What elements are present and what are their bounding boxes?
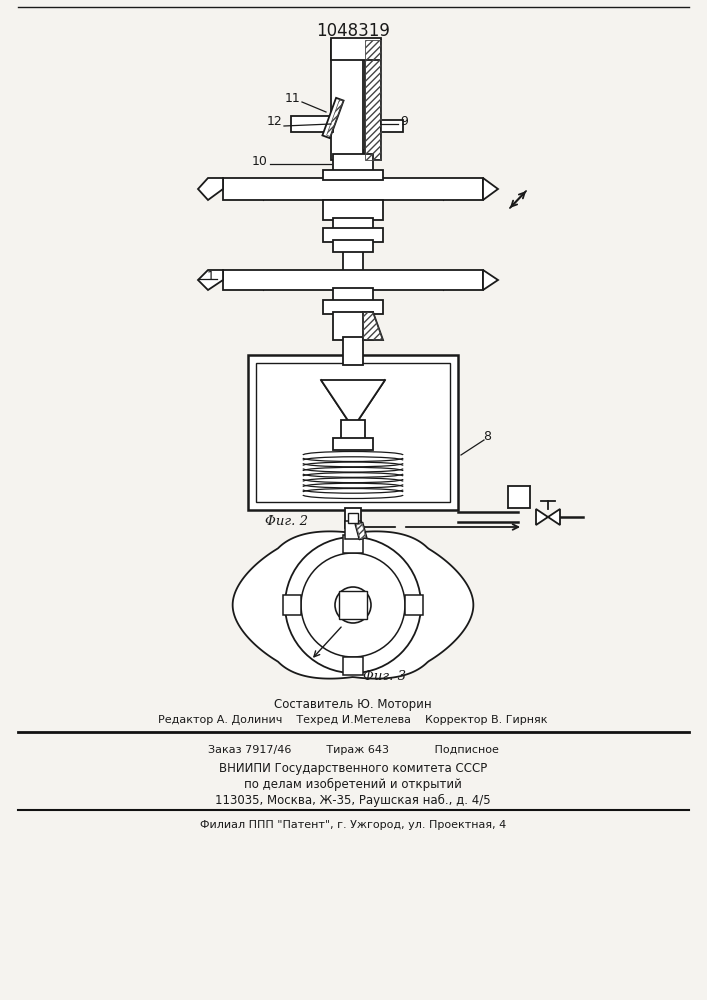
Bar bbox=[291, 116, 333, 132]
Bar bbox=[343, 337, 363, 365]
Text: 1048319: 1048319 bbox=[316, 22, 390, 40]
Polygon shape bbox=[322, 98, 344, 138]
Bar bbox=[345, 521, 361, 539]
Text: Заказ 7917/46          Тираж 643             Подписное: Заказ 7917/46 Тираж 643 Подписное bbox=[208, 745, 498, 755]
Bar bbox=[333, 154, 373, 172]
Bar bbox=[348, 513, 358, 523]
Bar bbox=[343, 150, 363, 320]
Text: 8: 8 bbox=[483, 430, 491, 443]
Text: 10: 10 bbox=[252, 155, 268, 168]
Bar bbox=[333, 288, 373, 302]
Bar bbox=[333, 218, 373, 230]
Bar bbox=[333, 438, 373, 450]
Bar bbox=[343, 535, 363, 553]
Text: ВНИИПИ Государственного комитета СССР: ВНИИПИ Государственного комитета СССР bbox=[219, 762, 487, 775]
Bar bbox=[331, 40, 363, 160]
Bar bbox=[345, 508, 361, 528]
Text: Φиг. 3: Φиг. 3 bbox=[363, 670, 406, 683]
Bar bbox=[323, 170, 383, 180]
Text: 12: 12 bbox=[267, 115, 282, 128]
Bar bbox=[343, 657, 363, 675]
Text: Редактор А. Долинич    Техред И.Метелева    Корректор В. Гирняк: Редактор А. Долинич Техред И.Метелева Ко… bbox=[158, 715, 548, 725]
Bar bbox=[365, 40, 381, 160]
Bar bbox=[256, 363, 450, 502]
Polygon shape bbox=[321, 380, 385, 422]
Polygon shape bbox=[483, 270, 498, 290]
Text: Филиал ППП "Патент", г. Ужгород, ул. Проектная, 4: Филиал ППП "Патент", г. Ужгород, ул. Про… bbox=[200, 820, 506, 830]
Polygon shape bbox=[483, 178, 498, 200]
Bar bbox=[508, 486, 530, 508]
Bar bbox=[223, 178, 483, 200]
Polygon shape bbox=[198, 270, 223, 290]
Polygon shape bbox=[355, 522, 367, 540]
Bar bbox=[405, 595, 423, 615]
Text: Составитель Ю. Моторин: Составитель Ю. Моторин bbox=[274, 698, 432, 711]
Bar bbox=[381, 120, 403, 132]
Circle shape bbox=[335, 587, 371, 623]
Circle shape bbox=[285, 537, 421, 673]
Bar bbox=[323, 200, 383, 220]
Bar bbox=[365, 40, 381, 160]
Bar bbox=[283, 595, 301, 615]
Text: 113035, Москва, Ж-35, Раушская наб., д. 4/5: 113035, Москва, Ж-35, Раушская наб., д. … bbox=[215, 794, 491, 807]
Bar bbox=[339, 591, 367, 619]
Circle shape bbox=[301, 553, 405, 657]
Text: Φиг. 2: Φиг. 2 bbox=[265, 515, 308, 528]
Bar bbox=[323, 300, 383, 314]
Polygon shape bbox=[233, 531, 474, 679]
Polygon shape bbox=[198, 178, 223, 200]
Bar bbox=[248, 355, 458, 510]
Bar bbox=[333, 312, 373, 340]
Bar bbox=[331, 38, 381, 60]
Bar bbox=[223, 270, 483, 290]
Bar bbox=[323, 228, 383, 242]
Text: 11: 11 bbox=[284, 92, 300, 105]
Text: по делам изобретений и открытий: по делам изобретений и открытий bbox=[244, 778, 462, 791]
Polygon shape bbox=[363, 312, 383, 340]
Text: 1: 1 bbox=[207, 270, 215, 283]
Bar bbox=[341, 420, 365, 442]
Polygon shape bbox=[536, 509, 560, 525]
Text: 9: 9 bbox=[400, 115, 408, 128]
Bar bbox=[333, 240, 373, 252]
